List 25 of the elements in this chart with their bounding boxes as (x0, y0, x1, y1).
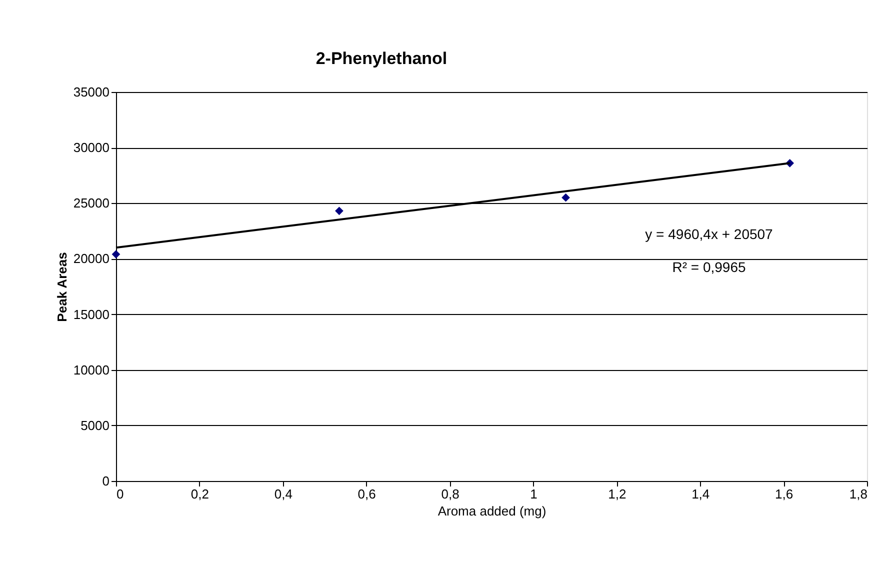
x-tick-label: 1,6 (775, 486, 794, 502)
y-tick-label: 35000 (73, 84, 110, 100)
y-tick-label: 15000 (73, 306, 110, 322)
y-tick-label: 10000 (73, 362, 110, 378)
x-tick-label: 1,2 (608, 486, 626, 502)
point (335, 206, 344, 216)
x-tick-label: 1 (530, 486, 538, 502)
x-tick-label: 1,4 (692, 486, 710, 502)
x-tick-label: 1,8 (849, 486, 868, 502)
point (562, 193, 570, 202)
x-tick-label: 0,4 (274, 486, 292, 502)
y-tick-label: 25000 (73, 196, 110, 211)
annotation: y = 4960,4x + 20507 (645, 226, 774, 242)
y-tick-label: 0 (102, 474, 110, 488)
x-tick-label: 0,2 (190, 486, 209, 502)
y-tick-label: 30000 (73, 140, 110, 156)
x-tick-label: 0 (116, 486, 124, 502)
chart-title: 2-Phenylethanol (316, 49, 448, 68)
x-axis-title: Aroma added (mg) (438, 504, 546, 518)
y-axis-title: Peak Areas (54, 252, 70, 322)
x-tick-label: 0,8 (441, 486, 460, 502)
x-tick-label: 0,6 (358, 486, 376, 502)
annotation: R² = 0,9965 (672, 259, 746, 275)
y-tick-label: 20000 (73, 251, 110, 266)
y-tick-label: 5000 (80, 418, 110, 433)
